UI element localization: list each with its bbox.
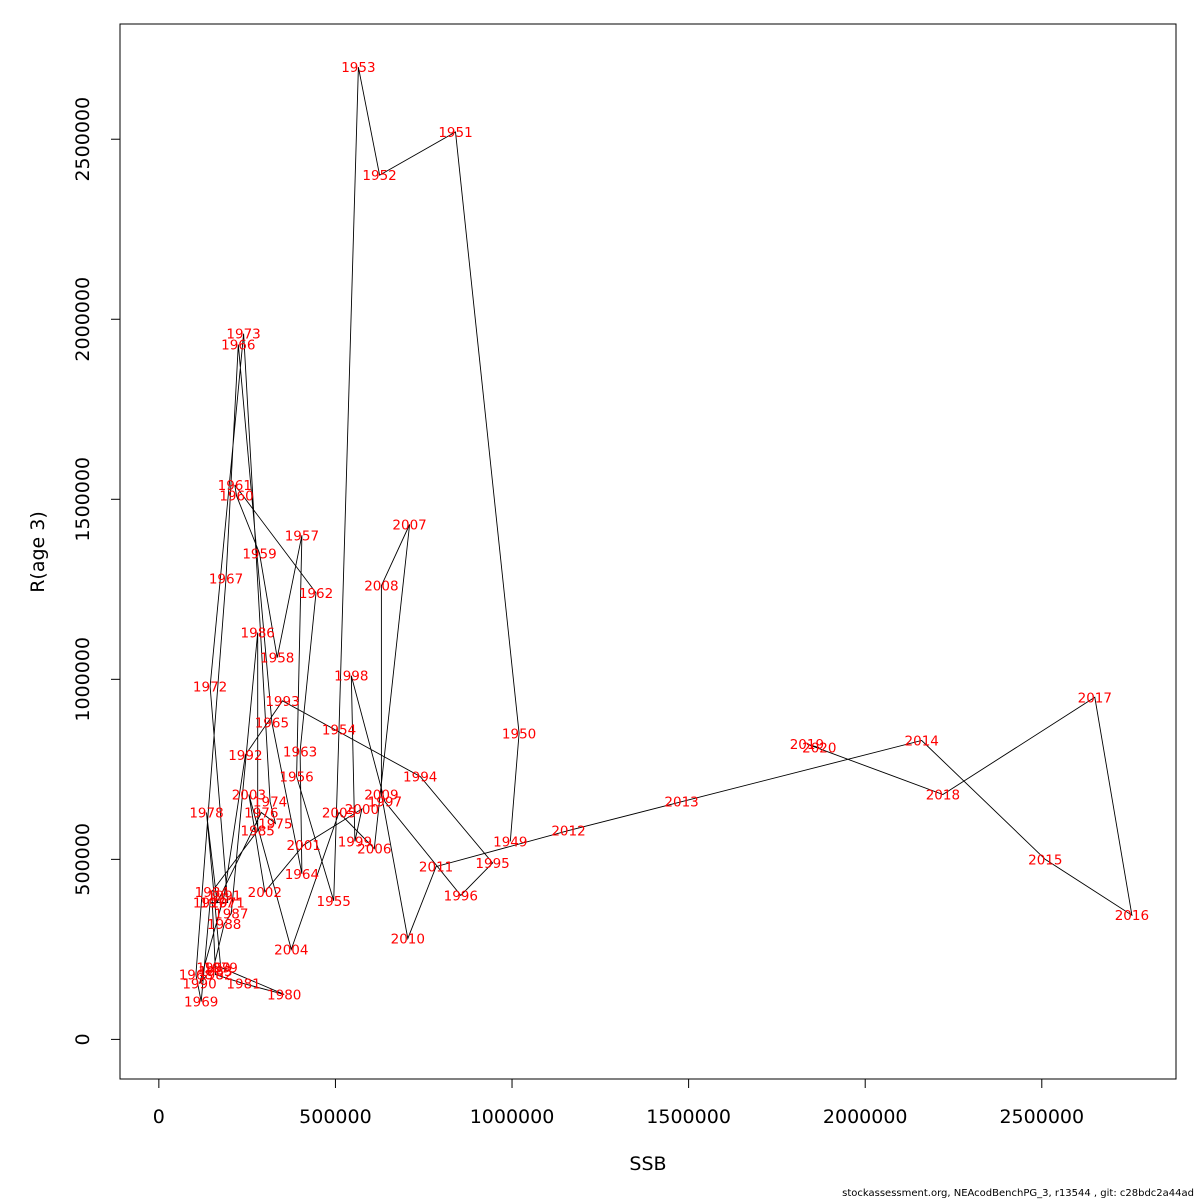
x-axis: 0 500000 1000000 1500000 2000000 2500000 <box>153 1078 1084 1128</box>
footer-credit: stockassessment.org, NEAcodBenchPG_3, r1… <box>842 1188 1194 1199</box>
point-label-2012: 2012 <box>551 824 585 840</box>
y-tick-label: 1500000 <box>72 457 94 542</box>
point-label-1986: 1986 <box>241 626 275 642</box>
point-label-2019: 2019 <box>790 737 824 753</box>
point-label-2000: 2000 <box>345 802 379 818</box>
point-label-1973: 1973 <box>226 327 260 343</box>
point-label-1999: 1999 <box>338 834 372 850</box>
point-label-2002: 2002 <box>248 885 282 901</box>
point-label-1960: 1960 <box>219 489 253 505</box>
point-label-1983: 1983 <box>198 964 232 980</box>
point-label-1990: 1990 <box>182 977 216 993</box>
point-label-2016: 2016 <box>1115 908 1149 924</box>
point-label-1991: 1991 <box>207 888 241 904</box>
point-label-1987: 1987 <box>214 906 248 922</box>
point-label-2009: 2009 <box>364 788 398 804</box>
point-label-1976: 1976 <box>244 806 278 822</box>
y-axis-label: R(age 3) <box>27 511 49 593</box>
point-label-2020: 2020 <box>802 741 836 757</box>
point-label-1950: 1950 <box>502 726 536 742</box>
point-label-1977: 1977 <box>200 896 234 912</box>
point-label-2010: 2010 <box>391 932 425 948</box>
point-label-1994: 1994 <box>403 770 437 786</box>
point-label-2017: 2017 <box>1078 690 1112 706</box>
y-tick-label: 0 <box>72 1033 94 1045</box>
y-tick-label: 2500000 <box>72 97 94 182</box>
point-label-1971: 1971 <box>211 896 245 912</box>
x-tick-label: 500000 <box>299 1106 372 1128</box>
point-label-1975: 1975 <box>258 816 292 832</box>
series-line <box>195 67 1133 1002</box>
point-label-2013: 2013 <box>664 795 698 811</box>
point-label-1959: 1959 <box>242 546 276 562</box>
point-label-1984: 1984 <box>195 885 229 901</box>
point-label-1961: 1961 <box>218 478 252 494</box>
point-label-1970: 1970 <box>193 896 227 912</box>
point-label-1969: 1969 <box>184 995 218 1011</box>
point-label-1949: 1949 <box>493 834 527 850</box>
point-label-2011: 2011 <box>419 860 453 876</box>
plot-frame <box>119 23 1177 1080</box>
point-label-1952: 1952 <box>362 168 396 184</box>
x-tick-label: 0 <box>153 1106 165 1128</box>
point-label-1980: 1980 <box>267 987 301 1003</box>
x-tick-label: 2000000 <box>823 1106 908 1128</box>
point-label-2018: 2018 <box>926 788 960 804</box>
point-label-1955: 1955 <box>317 894 351 910</box>
point-label-1964: 1964 <box>285 867 319 883</box>
point-label-1962: 1962 <box>299 586 333 602</box>
point-label-1992: 1992 <box>228 748 262 764</box>
point-label-1972: 1972 <box>193 680 227 696</box>
y-tick-label: 2000000 <box>72 277 94 362</box>
point-label-1995: 1995 <box>475 856 509 872</box>
point-label-1978: 1978 <box>189 806 223 822</box>
point-label-1965: 1965 <box>255 716 289 732</box>
point-labels: 1949 1950 1951 1952 1953 1954 1955 1956 1957 1958… <box>179 60 1149 1010</box>
point-label-2008: 2008 <box>364 579 398 595</box>
point-label-1958: 1958 <box>260 651 294 667</box>
point-label-1963: 1963 <box>283 744 317 760</box>
point-label-1966: 1966 <box>221 338 255 354</box>
point-label-1982: 1982 <box>198 968 232 984</box>
point-label-1981: 1981 <box>226 977 260 993</box>
point-label-1953: 1953 <box>341 60 375 76</box>
point-label-2014: 2014 <box>905 734 939 750</box>
x-axis-label: SSB <box>629 1153 666 1175</box>
point-label-2015: 2015 <box>1028 852 1062 868</box>
point-label-2003: 2003 <box>232 788 266 804</box>
point-label-2004: 2004 <box>274 942 308 958</box>
point-label-1993: 1993 <box>265 694 299 710</box>
point-label-2007: 2007 <box>392 518 426 534</box>
point-label-1956: 1956 <box>279 770 313 786</box>
point-label-2005: 2005 <box>322 806 356 822</box>
y-axis: 0 500000 1000000 1500000 2000000 2500000 <box>72 97 121 1045</box>
point-label-1988: 1988 <box>207 917 241 933</box>
point-label-1967: 1967 <box>209 572 243 588</box>
point-label-1957: 1957 <box>285 528 319 544</box>
x-tick-label: 1000000 <box>470 1106 555 1128</box>
point-label-1998: 1998 <box>334 669 368 685</box>
point-label-1997: 1997 <box>368 795 402 811</box>
point-label-1951: 1951 <box>438 125 472 141</box>
point-label-2006: 2006 <box>357 842 391 858</box>
point-label-1979: 1979 <box>204 960 238 976</box>
point-label-1985: 1985 <box>241 824 275 840</box>
y-tick-label: 500000 <box>72 823 94 896</box>
point-label-1968: 1968 <box>179 968 213 984</box>
point-label-1974: 1974 <box>253 795 287 811</box>
y-tick-label: 1000000 <box>72 637 94 722</box>
point-label-1989: 1989 <box>196 960 230 976</box>
x-tick-label: 1500000 <box>646 1106 731 1128</box>
x-tick-label: 2500000 <box>999 1106 1084 1128</box>
point-label-1996: 1996 <box>444 888 478 904</box>
point-label-2001: 2001 <box>287 838 321 854</box>
point-label-1954: 1954 <box>322 723 356 739</box>
